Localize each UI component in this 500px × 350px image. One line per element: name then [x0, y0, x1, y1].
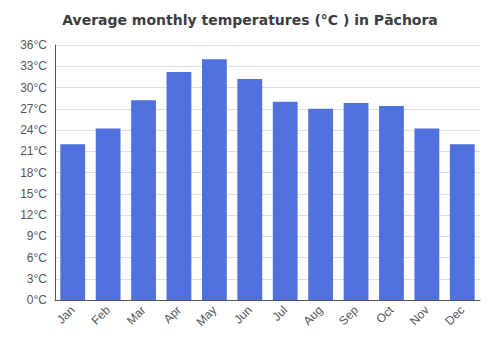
svg-text:Feb: Feb [89, 303, 114, 328]
svg-text:6°C: 6°C [27, 251, 47, 265]
svg-text:May: May [193, 303, 219, 329]
svg-text:Apr: Apr [161, 303, 184, 326]
svg-text:21°C: 21°C [20, 144, 47, 158]
svg-text:Nov: Nov [407, 303, 432, 328]
svg-text:33°C: 33°C [20, 59, 47, 73]
svg-text:Mar: Mar [124, 303, 149, 327]
svg-text:0°C: 0°C [27, 293, 47, 307]
svg-text:Sep: Sep [336, 303, 361, 328]
svg-text:Dec: Dec [442, 303, 467, 328]
svg-text:Jul: Jul [269, 303, 290, 324]
svg-text:Oct: Oct [373, 303, 397, 327]
svg-text:12°C: 12°C [20, 208, 47, 222]
svg-text:18°C: 18°C [20, 166, 47, 180]
svg-text:27°C: 27°C [20, 102, 47, 116]
svg-text:Jun: Jun [231, 303, 255, 327]
svg-text:30°C: 30°C [20, 81, 47, 95]
svg-text:Jan: Jan [54, 303, 78, 327]
svg-text:24°C: 24°C [20, 123, 47, 137]
svg-text:Aug: Aug [301, 303, 326, 328]
svg-text:9°C: 9°C [27, 229, 47, 243]
svg-text:3°C: 3°C [27, 272, 47, 286]
svg-text:Average monthly temperatures (: Average monthly temperatures (°C ) in Pā… [62, 12, 438, 28]
svg-text:36°C: 36°C [20, 38, 47, 52]
svg-text:15°C: 15°C [20, 187, 47, 201]
